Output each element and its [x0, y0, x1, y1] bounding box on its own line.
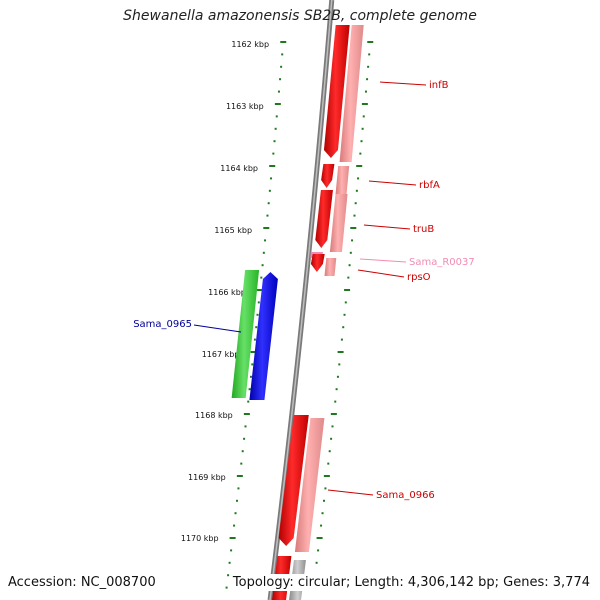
gene-label-infB: infB: [429, 80, 449, 91]
label-connectors: [193, 81, 427, 496]
gene-arrow-infB: [323, 25, 350, 158]
gene-arrow-rbfA: [321, 164, 335, 188]
gene-label-rbfA: rbfA: [419, 180, 440, 191]
connector-rpsO: [357, 269, 405, 278]
gene-label-Sama_R0037: Sama_R0037: [409, 257, 475, 268]
scale-ticks-left: 1162 kbp 1163 kbp 1164 kbp 1165 kbp 1166 kbp…: [181, 40, 287, 589]
gene-label-rpsO: rpsO: [407, 272, 431, 283]
genome-backbone: [267, 0, 335, 600]
feature-bar-truB: [329, 194, 348, 252]
kbp-label: 1169 kbp: [188, 473, 226, 482]
gene-arrow-rpsO: [310, 254, 325, 272]
kbp-label: 1167 kbp: [202, 350, 240, 359]
connector-Sama_R0037: [359, 258, 407, 263]
scale-ticks-right: [312, 41, 374, 589]
gene-label-Sama_0966: Sama_0966: [376, 490, 435, 501]
connector-truB: [363, 224, 411, 230]
kbp-label: 1165 kbp: [214, 226, 252, 235]
feature-bar-Sama_0966: [294, 418, 325, 552]
connector-Sama_0966: [327, 489, 374, 496]
feature-bar-rpsO: [324, 258, 337, 276]
gene-label-Sama_0965: Sama_0965: [133, 319, 192, 330]
gene-arrow-Sama_0966: [278, 415, 309, 546]
kbp-label: 1163 kbp: [226, 102, 264, 111]
feature-track: [231, 25, 364, 600]
gene-arrow-Sama_0965: [249, 272, 278, 400]
kbp-label: 1164 kbp: [220, 164, 258, 173]
labels: infB rbfA truB Sama_R0037 rpsO Sama_0965 Sama_…: [133, 80, 475, 501]
feature-bar-rbfA: [335, 166, 350, 194]
connector-Sama_0965: [193, 324, 242, 333]
kbp-label: 1162 kbp: [231, 40, 269, 49]
genome-stats-text: Topology: circular; Length: 4,306,142 bp…: [230, 574, 592, 591]
kbp-label: 1166 kbp: [208, 288, 246, 297]
backbone-highlight: [269, 0, 333, 600]
feature-bar-Sama_0965: [231, 270, 260, 398]
kbp-label: 1168 kbp: [195, 411, 233, 420]
map-title: Shewanella amazonensis SB2B, complete ge…: [123, 8, 477, 24]
kbp-label: 1170 kbp: [181, 534, 219, 543]
gene-label-truB: truB: [413, 224, 434, 235]
feature-bar-infB: [339, 25, 364, 162]
connector-rbfA: [368, 180, 417, 186]
connector-infB: [379, 81, 427, 86]
accession-text: Accession: NC_008700: [6, 574, 158, 591]
gene-arrow-truB: [315, 190, 333, 248]
